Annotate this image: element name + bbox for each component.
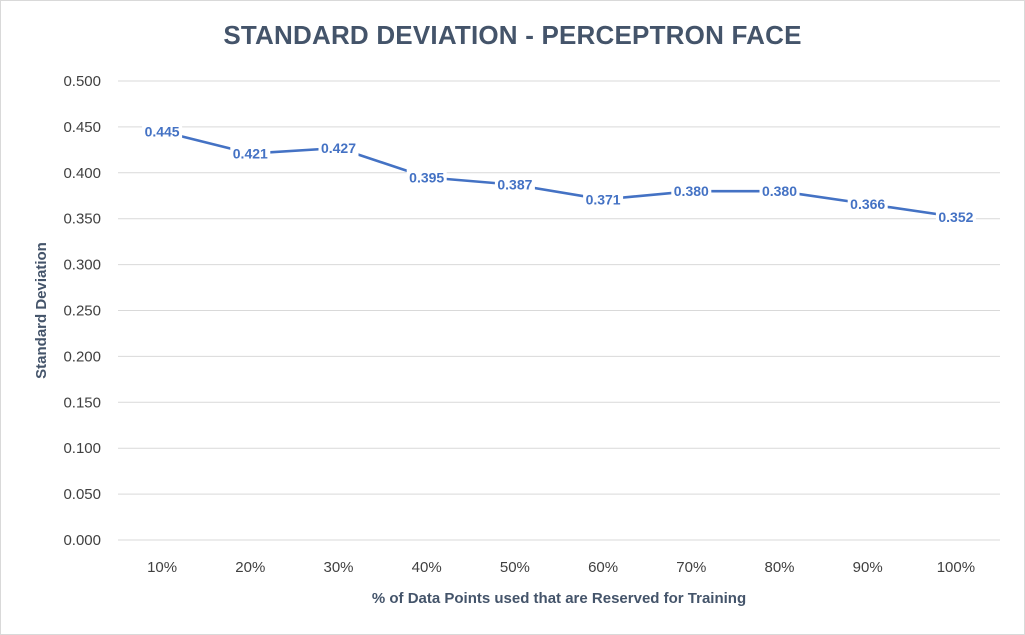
y-tick-label: 0.200: [63, 348, 101, 365]
data-label: 0.380: [762, 183, 797, 199]
x-tick-label: 10%: [147, 559, 177, 576]
data-label-background: [583, 191, 624, 209]
x-tick-label: 80%: [764, 559, 794, 576]
y-axis-ticks: 0.000 0.050 0.100 0.150 0.200 0.250 0.300 0.350…: [63, 73, 101, 549]
data-label-background: [847, 196, 888, 214]
data-label: 0.352: [938, 209, 973, 225]
y-tick-label: 0.500: [63, 73, 101, 90]
y-tick-label: 0.250: [63, 303, 101, 320]
y-tick-label: 0.400: [63, 165, 101, 182]
data-label: 0.445: [145, 123, 180, 139]
data-label: 0.421: [233, 146, 268, 162]
series-line: [160, 130, 958, 219]
data-label-background: [759, 183, 800, 201]
y-axis-label: Standard Deviation: [33, 242, 50, 379]
series-layer: [160, 130, 958, 219]
data-label: 0.380: [674, 183, 709, 199]
x-axis-label: % of Data Points used that are Reserved …: [372, 590, 746, 607]
y-tick-label: 0.300: [63, 257, 101, 274]
y-tick-label: 0.050: [63, 486, 101, 503]
data-label-background: [406, 169, 447, 187]
x-tick-label: 40%: [412, 559, 442, 576]
x-axis-ticks: 10% 20% 30% 40% 50% 60% 70% 80% 90% 100%: [147, 559, 975, 576]
x-tick-label: 90%: [853, 559, 883, 576]
data-labels: 0.445 0.421 0.427 0.395 0.387 0.371 0.380 0.380…: [142, 123, 976, 226]
data-label-background: [935, 208, 976, 226]
data-label-background: [671, 183, 712, 201]
gridlines: [118, 80, 1000, 541]
x-tick-label: 70%: [676, 559, 706, 576]
data-label: 0.371: [586, 191, 621, 207]
data-label: 0.387: [497, 177, 532, 193]
chart-title: STANDARD DEVIATION - PERCEPTRON FACE: [223, 20, 802, 50]
data-label: 0.366: [850, 196, 885, 212]
data-label-background: [318, 140, 359, 158]
x-tick-label: 60%: [588, 559, 618, 576]
x-tick-label: 30%: [323, 559, 353, 576]
y-tick-label: 0.150: [63, 394, 101, 411]
y-tick-label: 0.000: [63, 532, 101, 549]
data-label-background: [230, 145, 271, 163]
x-tick-label: 50%: [500, 559, 530, 576]
y-tick-label: 0.350: [63, 211, 101, 228]
y-tick-label: 0.100: [63, 440, 101, 457]
x-tick-label: 20%: [235, 559, 265, 576]
data-label-background: [494, 176, 535, 194]
data-label: 0.427: [321, 140, 356, 156]
data-label-background: [142, 123, 183, 141]
data-label: 0.395: [409, 169, 444, 185]
x-tick-label: 100%: [937, 559, 975, 576]
y-tick-label: 0.450: [63, 119, 101, 136]
